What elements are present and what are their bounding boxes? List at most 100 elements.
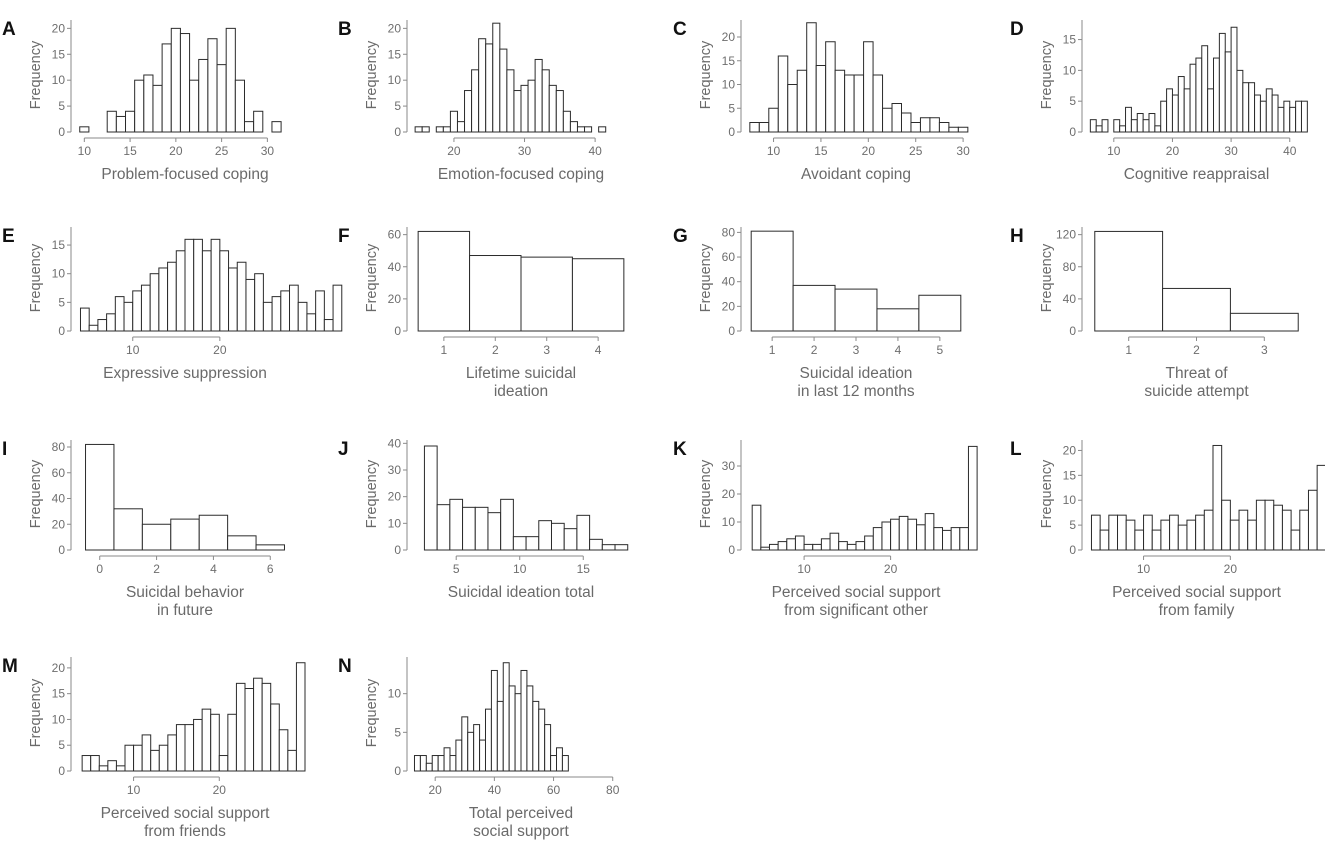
histogram-bar	[1213, 57, 1220, 133]
y-tick-label: 10	[52, 73, 66, 87]
histogram-bar	[323, 319, 334, 332]
histogram-bar	[170, 27, 181, 133]
y-tick-label: 80	[1063, 260, 1077, 274]
histogram-bar	[855, 541, 866, 551]
histogram-bar	[1160, 100, 1168, 133]
histogram-bar	[787, 84, 798, 133]
y-tick-label: 60	[388, 228, 402, 242]
histogram-bar	[777, 541, 788, 551]
x-tick-label: 1	[1125, 343, 1132, 357]
histogram-bar	[500, 498, 514, 551]
x-tick-label: 40	[1283, 144, 1297, 158]
histogram-bar	[1183, 88, 1191, 133]
histogram-bar	[421, 126, 430, 133]
histogram-bar	[881, 521, 892, 551]
histogram-bar	[167, 734, 177, 772]
x-tick-label: 3	[1261, 343, 1268, 357]
x-tick-label: 10	[126, 343, 140, 357]
y-tick-label: 20	[1063, 443, 1077, 457]
x-tick-label: 3	[853, 343, 860, 357]
histogram-bar	[1177, 76, 1185, 133]
x-axis-title: Expressive suppression	[103, 365, 267, 382]
y-axis-title: Frequency	[364, 40, 380, 109]
y-tick-label: 20	[722, 30, 736, 44]
histogram-bar	[280, 290, 291, 332]
x-tick-label: 4	[595, 343, 602, 357]
histogram-bar	[898, 515, 909, 551]
histogram-bar	[562, 110, 571, 133]
histogram-bar	[890, 518, 900, 551]
histogram-bar	[1125, 519, 1136, 551]
histogram-bar	[270, 703, 280, 772]
histogram-bar	[98, 765, 109, 772]
x-tick-label: 10	[78, 144, 92, 158]
histogram-bar	[794, 535, 805, 551]
histogram-bar	[768, 107, 779, 133]
y-axis-title: Frequency	[28, 678, 44, 747]
histogram-bar	[1154, 125, 1162, 133]
histogram-bar	[1212, 444, 1223, 551]
y-tick-label: 5	[394, 725, 401, 739]
histogram-bar	[900, 112, 912, 133]
histogram-bar	[506, 69, 515, 133]
x-tick-label: 20	[862, 144, 876, 158]
histogram-panel-e: E 0 5 10 15 10 20 Expressive suppression Frequen…	[2, 226, 343, 382]
histogram-bar	[201, 250, 212, 332]
panel-letter: C	[673, 19, 687, 40]
histogram-bar	[853, 74, 865, 133]
y-tick-label: 120	[1056, 228, 1076, 242]
histogram-bar	[792, 284, 836, 332]
histogram-bar	[193, 238, 203, 332]
x-tick-label: 20	[213, 343, 227, 357]
histogram-bar	[271, 296, 282, 332]
x-tick-label: 2	[1193, 343, 1200, 357]
x-tick-label: 6	[267, 562, 274, 576]
y-tick-label: 0	[394, 764, 401, 778]
panel-letter: F	[338, 226, 350, 247]
x-tick-label: 2	[492, 343, 499, 357]
x-tick-label: 4	[210, 562, 217, 576]
histogram-bar	[425, 762, 433, 772]
y-tick-label: 20	[52, 21, 66, 35]
y-axis-title: Frequency	[698, 459, 714, 528]
histogram-bar	[916, 524, 926, 551]
y-tick-label: 0	[58, 543, 65, 557]
histogram-panel-d: D 0 5 10 15 10 20 30 40 Cognitive reappraisal Freq…	[1010, 19, 1308, 183]
x-axis-title: Problem-focused coping	[101, 166, 268, 183]
histogram-bar	[1113, 119, 1121, 133]
histogram-bar	[471, 69, 480, 133]
histogram-bar	[550, 522, 565, 551]
histogram-bar	[550, 755, 558, 772]
x-tick-label: 20	[213, 783, 227, 797]
histogram-bar	[1316, 464, 1325, 551]
histogram-bar	[803, 543, 814, 551]
histogram-bar	[462, 506, 476, 551]
histogram-bar	[750, 230, 794, 332]
x-tick-label: 25	[909, 144, 923, 158]
histogram-bar	[512, 536, 527, 551]
panel-letter: H	[1010, 226, 1024, 247]
histogram-bar	[1095, 125, 1103, 133]
histogram-bar	[255, 544, 285, 551]
histogram-bar	[198, 58, 209, 133]
histogram-bar	[198, 514, 229, 551]
histogram-bar	[815, 65, 827, 133]
y-tick-label: 40	[388, 436, 402, 450]
histogram-bar	[219, 250, 230, 332]
y-tick-label: 20	[388, 490, 402, 504]
histogram-bar	[829, 532, 840, 551]
histogram-bar	[436, 504, 451, 551]
y-tick-label: 40	[722, 275, 736, 289]
y-tick-label: 30	[388, 463, 402, 477]
y-tick-label: 0	[1069, 324, 1076, 338]
x-tick-label: 40	[488, 783, 502, 797]
histogram-bar	[1094, 230, 1164, 332]
histogram-bar	[474, 506, 489, 551]
histogram-bar	[1148, 113, 1156, 133]
x-tick-label: 20	[169, 144, 183, 158]
histogram-bar	[1281, 509, 1292, 551]
y-tick-label: 40	[52, 492, 66, 506]
histogram-panel-m: M 0 5 10 15 20 10 20 Perceived social supportfro…	[2, 656, 306, 840]
histogram-bar	[244, 688, 255, 772]
